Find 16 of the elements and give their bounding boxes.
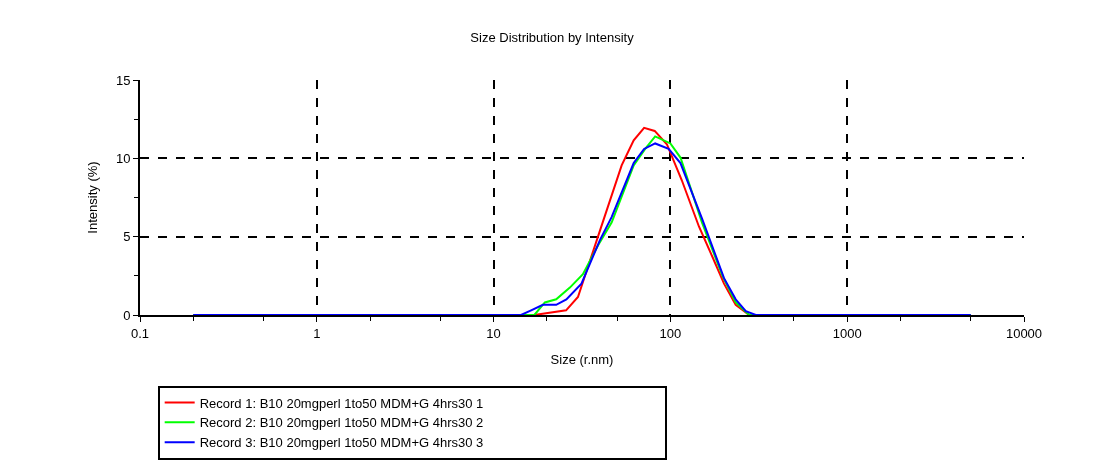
x-tick-label: 1000 — [832, 325, 862, 341]
legend-label: Record 3: B10 20mgperl 1to50 MDM+G 4hrs30 3 — [199, 435, 484, 451]
y-tick-label: 15 — [115, 72, 131, 88]
legend-label: Record 2: B10 20mgperl 1to50 MDM+G 4hrs30 2 — [199, 415, 484, 431]
x-tick-label: 1 — [313, 325, 321, 341]
x-axis-title: Size (r.nm) — [550, 351, 614, 367]
y-axis-title: Intensity (%) — [85, 161, 101, 234]
legend-label: Record 1: B10 20mgperl 1to50 MDM+G 4hrs30 1 — [199, 395, 484, 411]
y-tick-label: 10 — [115, 150, 131, 166]
x-tick-label: 0.1 — [130, 325, 150, 341]
x-tick-label: 10000 — [1005, 325, 1043, 341]
x-tick-label: 10 — [486, 325, 501, 341]
y-tick-label: 0 — [123, 307, 131, 323]
x-tick-label: 100 — [659, 325, 682, 341]
y-tick-label: 5 — [123, 229, 131, 245]
chart-title: Size Distribution by Intensity — [470, 30, 635, 46]
